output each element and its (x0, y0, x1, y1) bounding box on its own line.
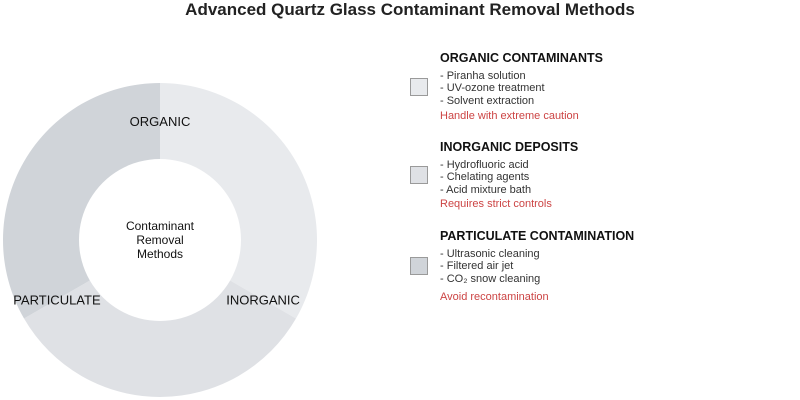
legend-note-organic: Handle with extreme caution (440, 110, 579, 122)
donut-segments (3, 83, 318, 398)
donut-center-line-2: Removal (136, 233, 183, 247)
legend-list-inorganic: - Hydrofluoric acid - Chelating agents -… (440, 159, 531, 196)
donut-segment-organic (160, 83, 318, 319)
legend-item: - Solvent extraction (440, 94, 535, 107)
legend-item: - Acid mixture bath (440, 183, 532, 196)
donut-segment-particulate (3, 83, 161, 319)
donut-center-line-1: Contaminant (126, 219, 195, 233)
legend-item: - Hydrofluoric acid (440, 159, 529, 171)
legend-list-particulate: - Ultrasonic cleaning - Filtered air jet… (440, 248, 540, 285)
donut-label-inorganic: INORGANIC (226, 293, 300, 308)
donut-label-particulate: PARTICULATE (13, 293, 101, 308)
legend-item: - Chelating agents (440, 171, 530, 184)
legend-heading-organic: ORGANIC CONTAMINANTS (440, 51, 603, 65)
legend-note-particulate: Avoid recontamination (440, 291, 549, 303)
legend-swatch-organic (410, 78, 428, 96)
legend-item: - UV-ozone treatment (440, 82, 545, 95)
legend-particulate: PARTICULATE CONTAMINATION - Ultrasonic c… (410, 228, 790, 308)
donut-center-line-3: Methods (137, 247, 183, 261)
donut-segment-labels: ORGANIC INORGANIC PARTICULATE (13, 114, 300, 308)
legend-list-organic: - Piranha solution - UV-ozone treatment … (440, 70, 545, 107)
legend-item: - Filtered air jet (440, 260, 514, 273)
legend-inorganic: INORGANIC DEPOSITS - Hydrofluoric acid -… (410, 139, 790, 219)
legend-item: - Piranha solution (440, 70, 526, 82)
legend-swatch-inorganic (410, 166, 428, 184)
legend-heading-inorganic: INORGANIC DEPOSITS (440, 140, 579, 154)
donut-label-organic: ORGANIC (130, 114, 191, 129)
diagram-title: Advanced Quartz Glass Contaminant Remova… (185, 0, 635, 19)
donut-segment-inorganic (24, 280, 296, 398)
legend-heading-particulate: PARTICULATE CONTAMINATION (440, 229, 635, 243)
legend-organic: ORGANIC CONTAMINANTS - Piranha solution … (410, 50, 790, 130)
legend-note-inorganic: Requires strict controls (440, 198, 552, 210)
legend-swatch-particulate (410, 257, 428, 275)
legend-item: - Ultrasonic cleaning (440, 248, 540, 260)
legend-item: - CO₂ snow cleaning (440, 272, 541, 285)
